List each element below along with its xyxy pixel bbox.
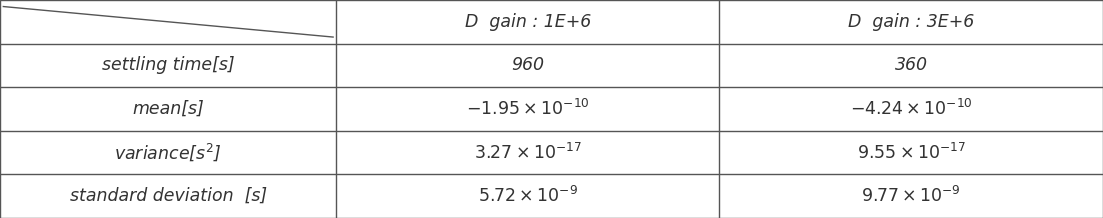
Text: $-4.24\times10^{-10}$: $-4.24\times10^{-10}$ bbox=[849, 99, 973, 119]
Text: $9.55\times10^{-17}$: $9.55\times10^{-17}$ bbox=[857, 143, 965, 163]
Text: $5.72\times10^{-9}$: $5.72\times10^{-9}$ bbox=[478, 186, 578, 206]
Text: settling time[s]: settling time[s] bbox=[101, 56, 235, 74]
Text: standard deviation  [s]: standard deviation [s] bbox=[69, 187, 267, 205]
Text: $3.27\times10^{-17}$: $3.27\times10^{-17}$ bbox=[474, 143, 581, 163]
Text: mean[s]: mean[s] bbox=[132, 100, 204, 118]
Text: variance[$s^2$]: variance[$s^2$] bbox=[115, 142, 222, 164]
Text: 960: 960 bbox=[512, 56, 544, 74]
Text: $-1.95\times10^{-10}$: $-1.95\times10^{-10}$ bbox=[465, 99, 590, 119]
Text: $9.77\times10^{-9}$: $9.77\times10^{-9}$ bbox=[861, 186, 961, 206]
Text: D  gain : 1E+6: D gain : 1E+6 bbox=[464, 13, 591, 31]
Text: 360: 360 bbox=[895, 56, 928, 74]
Text: D  gain : 3E+6: D gain : 3E+6 bbox=[848, 13, 974, 31]
